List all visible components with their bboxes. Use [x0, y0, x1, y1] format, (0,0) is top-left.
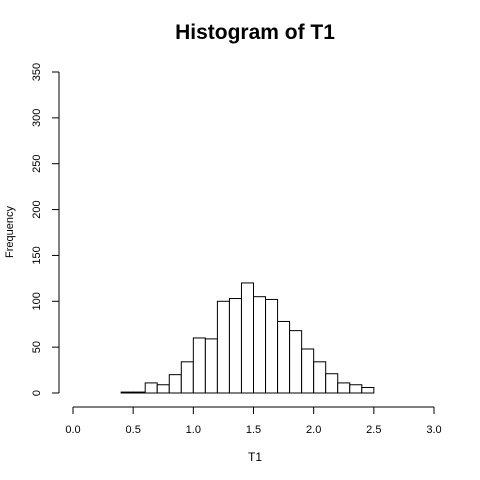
histogram-bar: [349, 384, 363, 394]
histogram-bar: [361, 386, 375, 394]
y-tick-label: 200: [31, 200, 43, 218]
histogram-bar: [337, 382, 351, 394]
histogram-bar: [325, 373, 339, 394]
histogram-bar: [289, 330, 303, 394]
y-tick-label: 0: [31, 390, 43, 396]
histogram-bar: [301, 348, 315, 394]
histogram-bar: [204, 338, 218, 394]
x-tick-label: 0.5: [126, 424, 141, 436]
histogram-bar: [228, 298, 242, 394]
histogram-bar: [240, 282, 254, 394]
x-tick-label: 2.5: [366, 424, 381, 436]
x-tick-label: 0.0: [65, 424, 80, 436]
y-tick-label: 100: [31, 292, 43, 310]
histogram-bar: [277, 320, 291, 394]
x-axis-label: T1: [248, 450, 262, 464]
y-tick-label: 350: [31, 63, 43, 81]
x-tick-label: 3.0: [426, 424, 441, 436]
y-axis: 0 50 100 150 200 250 300 350: [31, 63, 60, 396]
x-axis: 0.0 0.5 1.0 1.5 2.0 2.5 3.0: [65, 406, 442, 436]
y-tick-label: 50: [31, 341, 43, 353]
histogram-bar: [168, 374, 182, 394]
histogram-bar: [132, 391, 146, 394]
y-axis-label: Frequency: [4, 206, 16, 258]
x-tick-label: 2.0: [306, 424, 321, 436]
histogram-bar: [253, 296, 267, 394]
y-tick-label: 250: [31, 155, 43, 173]
histogram-bar: [265, 298, 279, 394]
histogram-bar: [120, 391, 134, 394]
chart-title: Histogram of T1: [175, 21, 335, 44]
histogram-bar: [156, 384, 170, 394]
x-tick-label: 1.0: [186, 424, 201, 436]
histogram-bar: [144, 382, 158, 394]
histogram-bar: [313, 361, 327, 394]
histogram-bar: [192, 337, 206, 394]
x-tick-label: 1.5: [246, 424, 261, 436]
y-tick-label: 150: [31, 246, 43, 264]
histogram-bar: [216, 300, 230, 394]
histogram-bars: [120, 282, 375, 394]
y-tick-label: 300: [31, 109, 43, 127]
histogram-bar: [180, 361, 194, 394]
